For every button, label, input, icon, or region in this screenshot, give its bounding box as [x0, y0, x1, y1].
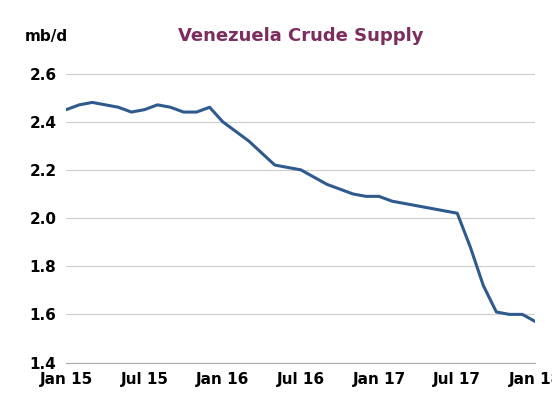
Title: Venezuela Crude Supply: Venezuela Crude Supply	[178, 27, 423, 45]
Text: mb/d: mb/d	[25, 29, 68, 44]
